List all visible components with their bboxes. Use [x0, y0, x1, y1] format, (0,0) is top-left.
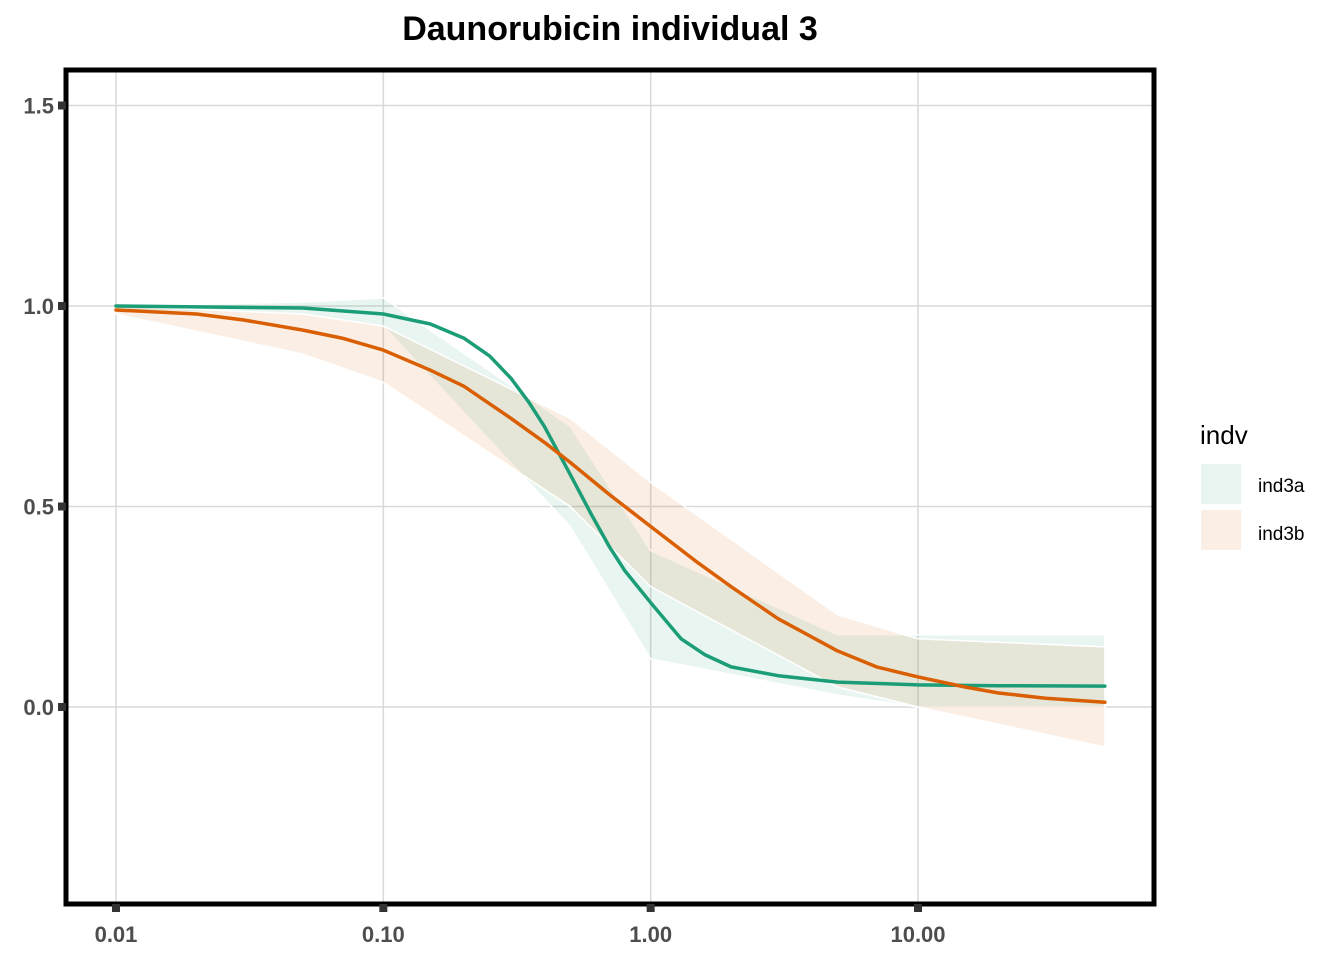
legend-title: indv [1200, 420, 1248, 450]
legend-key-ind3b [1201, 510, 1241, 550]
axis-layer: 0.01 0.10 1.00 10.00 0.0 0.5 1.0 1.5 [23, 94, 945, 948]
x-tick-label: 0.10 [362, 922, 405, 947]
y-tick-label: 0.0 [23, 695, 54, 720]
y-tick-label: 0.5 [23, 495, 54, 520]
legend-label-ind3a: ind3a [1258, 476, 1305, 497]
grid-layer [66, 70, 1154, 904]
line-layer [114, 304, 1107, 704]
x-tick-label: 10.00 [890, 922, 945, 947]
band-layer [115, 297, 1106, 749]
line-ind3a [114, 304, 1107, 688]
plot-border [63, 67, 1157, 907]
line-ind3b [114, 308, 1107, 704]
band-ind3b [115, 305, 1106, 749]
x-tick-label: 0.01 [95, 922, 138, 947]
legend: indv ind3a ind3b [1200, 420, 1305, 550]
chart-title: Daunorubicin individual 3 [402, 10, 818, 48]
legend-key-ind3a [1201, 464, 1241, 504]
y-tick-label: 1.5 [23, 94, 54, 119]
x-tick-label: 1.00 [629, 922, 672, 947]
y-tick-label: 1.0 [23, 294, 54, 319]
legend-label-ind3b: ind3b [1258, 524, 1305, 545]
